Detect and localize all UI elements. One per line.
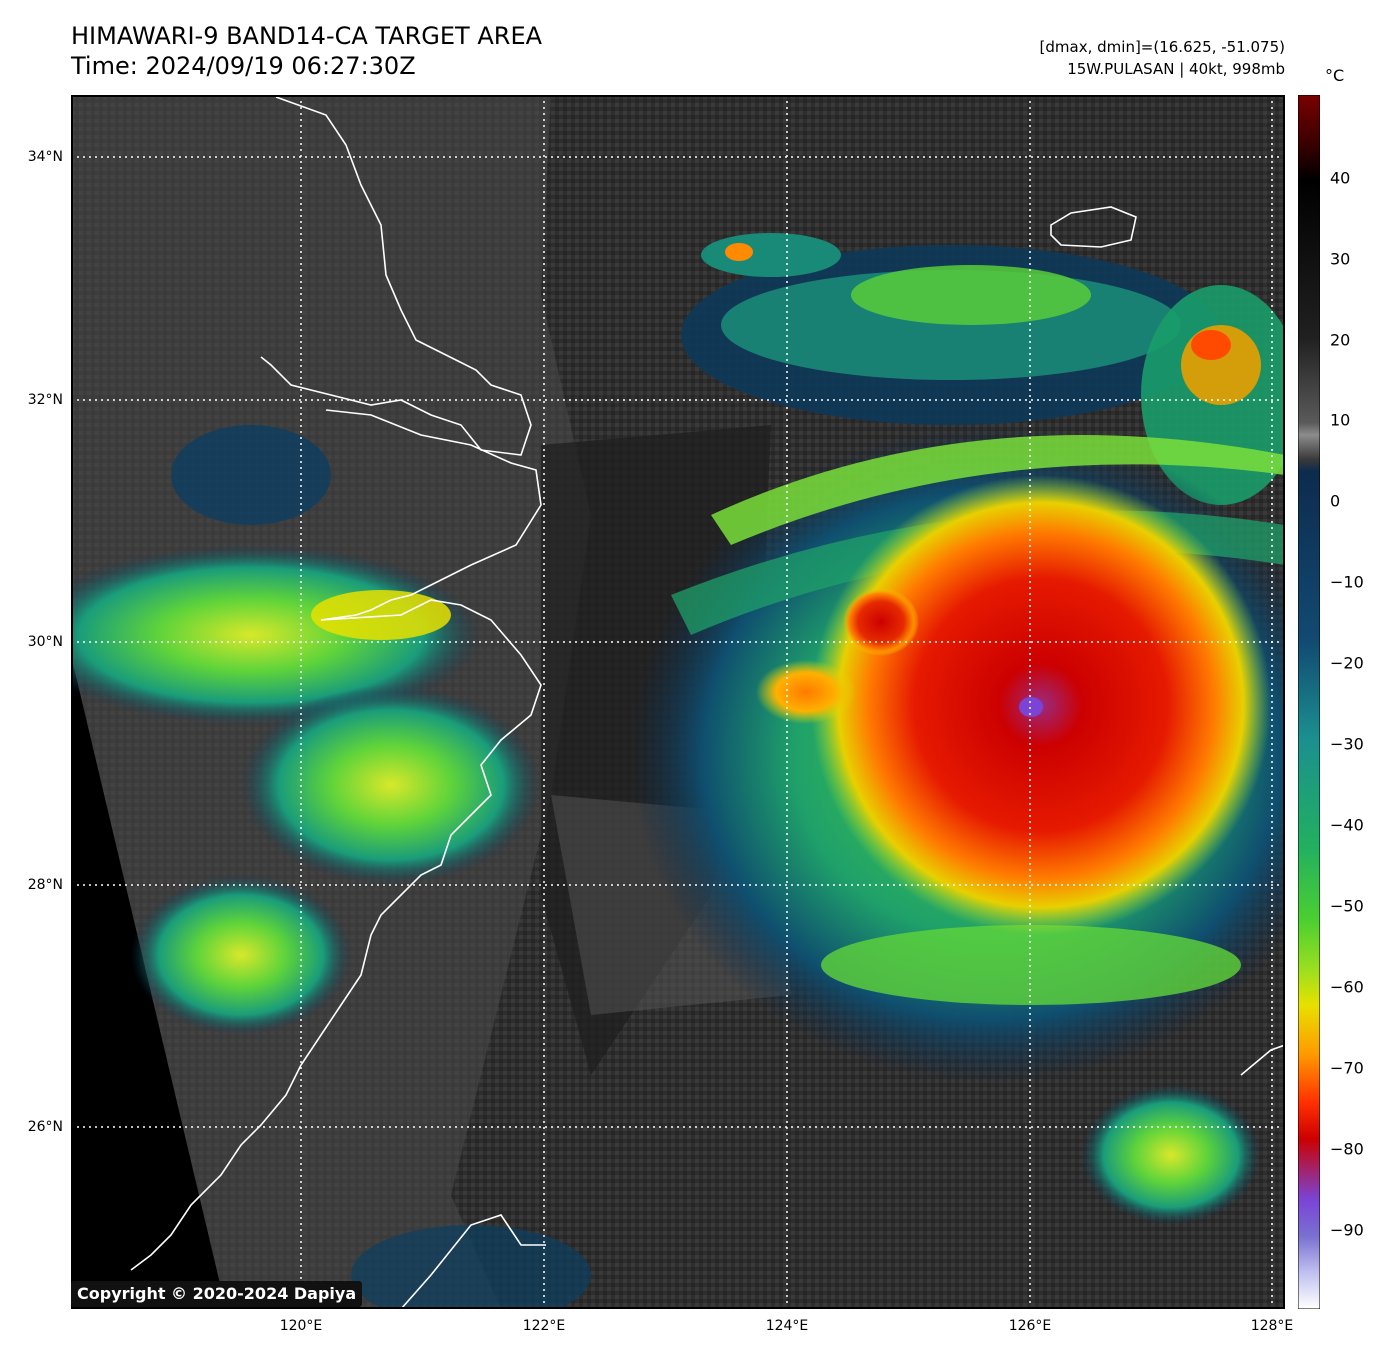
map-title: HIMAWARI-9 BAND14-CA TARGET AREA [71,22,543,50]
colorbar-tick: −50 [1330,896,1364,916]
lat-tick-26n: 26°N [27,1119,63,1135]
colorbar-unit: °C [1325,66,1345,85]
lon-tick-126e: 126°E [1008,1318,1052,1334]
colorbar-tick: −40 [1330,815,1364,835]
lat-tick-30n: 30°N [27,634,63,650]
graticule [71,95,1285,1309]
storm-info-label: 15W.PULASAN | 40kt, 998mb [1067,60,1285,78]
lon-tick-128e: 128°E [1250,1318,1294,1334]
map-time: Time: 2024/09/19 06:27:30Z [71,52,416,80]
colorbar-tick: −10 [1330,572,1364,592]
colorbar-tick: 10 [1330,410,1351,430]
coastline [130,96,1285,1309]
colorbar-tick: 0 [1330,491,1341,511]
colorbar-tick: −90 [1330,1220,1364,1240]
copyright-label: Copyright © 2020-2024 Dapiya [71,1281,363,1307]
colorbar-tick: −20 [1330,653,1364,673]
lat-tick-32n: 32°N [27,392,63,408]
colorbar-tick: 30 [1330,249,1351,269]
colorbar-tick: 40 [1330,168,1351,188]
colorbar-tick: −80 [1330,1139,1364,1159]
colorbar-tick: −60 [1330,977,1364,997]
colorbar [1298,95,1320,1309]
lon-tick-124e: 124°E [765,1318,809,1334]
lon-tick-120e: 120°E [279,1318,323,1334]
dmax-dmin-label: [dmax, dmin]=(16.625, -51.075) [1039,38,1285,56]
lat-tick-34n: 34°N [27,149,63,165]
colorbar-tick: 20 [1330,330,1351,350]
lon-tick-122e: 122°E [522,1318,566,1334]
lat-tick-28n: 28°N [27,877,63,893]
colorbar-tick: −30 [1330,734,1364,754]
colorbar-tick: −70 [1330,1058,1364,1078]
satellite-map [71,95,1285,1309]
